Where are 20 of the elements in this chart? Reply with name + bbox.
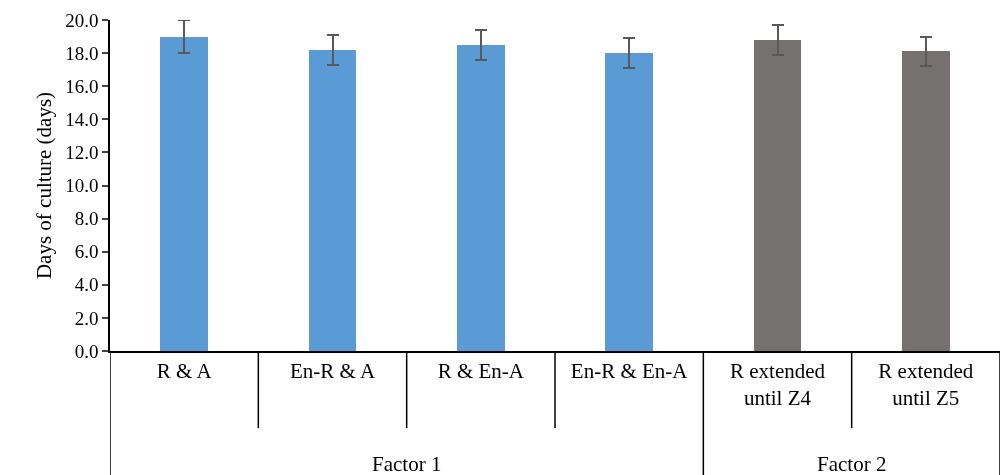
x-tick-label: En-R & A bbox=[289, 358, 376, 383]
text: Factor 1 bbox=[372, 452, 442, 475]
y-axis-title: Days of culture (days) bbox=[31, 91, 56, 280]
y-tick-label: 14.0 bbox=[65, 108, 99, 130]
text: Factor 2 bbox=[817, 452, 887, 475]
x-tick-label: R & A bbox=[156, 358, 213, 383]
x-tick-label: R & En-A bbox=[437, 358, 525, 383]
y-tick-label: 8.0 bbox=[74, 208, 99, 230]
y-tick-label: 18.0 bbox=[65, 42, 99, 64]
x-tick-label: En-R & En-A bbox=[570, 358, 689, 383]
y-tick-label: 12.0 bbox=[65, 142, 99, 164]
y-tick-label: 2.0 bbox=[74, 307, 99, 329]
y-tick-label: 16.0 bbox=[65, 75, 99, 97]
y-tick-label: 10.0 bbox=[65, 175, 99, 197]
y-tick-label: 0.0 bbox=[74, 340, 99, 362]
x-tick-label: R extended until Z4 bbox=[729, 358, 826, 411]
y-tick-label: 6.0 bbox=[74, 241, 99, 263]
y-tick-label: 20.0 bbox=[65, 9, 99, 31]
y-tick-label: 4.0 bbox=[74, 274, 99, 296]
x-tick-label: R extended until Z5 bbox=[878, 358, 974, 411]
